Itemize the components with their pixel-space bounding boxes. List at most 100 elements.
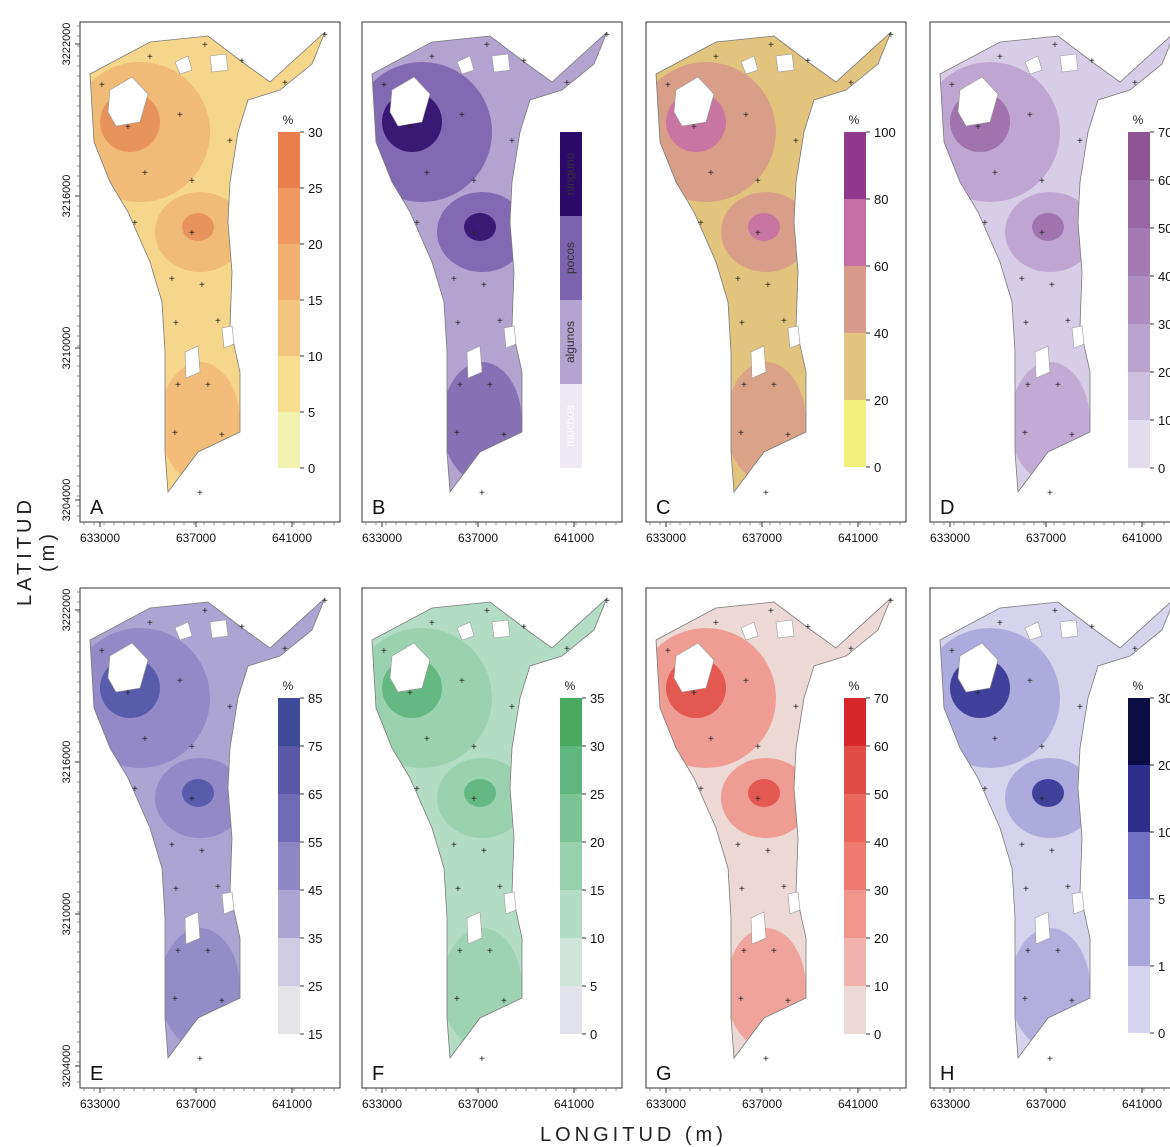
legend-category-label: algunos bbox=[563, 321, 577, 363]
legend-unit: % bbox=[283, 113, 294, 127]
study-area-outline bbox=[939, 601, 1170, 1060]
x-tick-label: 637000 bbox=[1026, 531, 1066, 545]
legend-swatch bbox=[278, 132, 300, 188]
legend-swatch bbox=[560, 384, 582, 468]
legend-swatch bbox=[560, 794, 582, 842]
sample-point: + bbox=[227, 136, 233, 147]
x-tick-label: 641000 bbox=[554, 531, 594, 545]
sample-point: + bbox=[132, 784, 138, 795]
excluded-area bbox=[107, 642, 149, 693]
sample-point: + bbox=[949, 646, 955, 657]
sample-point: + bbox=[763, 1054, 769, 1065]
sample-point: + bbox=[848, 644, 854, 655]
legend-tick-label: 25 bbox=[308, 181, 322, 196]
legend-tick-label: 0 bbox=[874, 1027, 881, 1042]
legend-tick-label: 30 bbox=[590, 739, 604, 754]
excluded-area bbox=[503, 325, 517, 349]
sample-point: + bbox=[1039, 742, 1045, 753]
sample-point: + bbox=[407, 688, 413, 699]
sample-point: + bbox=[169, 840, 175, 851]
legend-tick-label: 20 bbox=[1158, 758, 1170, 773]
sample-point: + bbox=[215, 882, 221, 893]
sample-point: + bbox=[199, 846, 205, 857]
legend-swatch bbox=[844, 746, 866, 794]
sample-point: + bbox=[1077, 136, 1083, 147]
legend-swatch bbox=[278, 986, 300, 1034]
sample-point: + bbox=[1089, 622, 1095, 633]
sample-point: + bbox=[219, 430, 225, 441]
sample-point: + bbox=[282, 644, 288, 655]
sample-point: + bbox=[691, 688, 697, 699]
sample-point: + bbox=[755, 794, 761, 805]
sample-point: + bbox=[424, 168, 430, 179]
sample-point: + bbox=[457, 380, 463, 391]
excluded-area bbox=[209, 53, 229, 73]
sample-point: + bbox=[738, 428, 744, 439]
excluded-area bbox=[491, 53, 511, 73]
legend-unit: % bbox=[565, 679, 576, 693]
excluded-area bbox=[957, 642, 999, 693]
sample-point: + bbox=[479, 488, 485, 499]
sample-point: + bbox=[481, 846, 487, 857]
legend-category-label: ninguno bbox=[563, 152, 577, 195]
excluded-area bbox=[221, 325, 235, 349]
sample-point: + bbox=[189, 176, 195, 187]
sample-point: + bbox=[1019, 274, 1025, 285]
sample-point: + bbox=[455, 884, 461, 895]
sample-point: + bbox=[509, 702, 515, 713]
sample-point: + bbox=[781, 316, 787, 327]
legend-a: % 30 25 20 15 10 5 0 bbox=[278, 113, 322, 476]
sample-point: + bbox=[741, 946, 747, 957]
sample-point: + bbox=[763, 488, 769, 499]
contour-peak bbox=[464, 779, 496, 807]
sample-point: + bbox=[471, 228, 477, 239]
legend-e: % 85 75 65 55 45 35 25 15 bbox=[278, 679, 322, 1042]
excluded-area bbox=[1071, 325, 1085, 349]
sample-point: + bbox=[407, 122, 413, 133]
sample-point: + bbox=[1022, 994, 1028, 1005]
legend-swatch bbox=[844, 199, 866, 266]
sample-point: + bbox=[604, 30, 610, 41]
sample-point: + bbox=[454, 994, 460, 1005]
sample-point: + bbox=[429, 52, 435, 63]
legend-swatch bbox=[1128, 420, 1150, 468]
sample-point: + bbox=[1049, 846, 1055, 857]
x-tick-label: 633000 bbox=[646, 531, 686, 545]
legend-swatch bbox=[560, 842, 582, 890]
legend-tick-label: 30 bbox=[308, 125, 322, 140]
sample-point: + bbox=[414, 218, 420, 229]
sample-point: + bbox=[1052, 40, 1058, 51]
sample-point: + bbox=[381, 80, 387, 91]
y-tick-label: 3204000 bbox=[61, 479, 73, 522]
sample-point: + bbox=[708, 734, 714, 745]
sample-point: + bbox=[451, 274, 457, 285]
sample-point: + bbox=[471, 794, 477, 805]
sample-point: + bbox=[173, 318, 179, 329]
study-area-outline bbox=[371, 31, 608, 494]
legend-swatch bbox=[1128, 372, 1150, 420]
excluded-area bbox=[491, 619, 511, 639]
legend-tick-label: 70 bbox=[1158, 125, 1170, 140]
sample-point: + bbox=[414, 784, 420, 795]
sample-point: + bbox=[227, 702, 233, 713]
sample-point: + bbox=[771, 946, 777, 957]
legend-swatch bbox=[278, 794, 300, 842]
excluded-area bbox=[1059, 53, 1079, 73]
y-tick-label: 3222000 bbox=[61, 589, 73, 632]
y-tick-label: 3216000 bbox=[61, 741, 73, 784]
legend-tick-label: 20 bbox=[308, 237, 322, 252]
sample-point: + bbox=[738, 994, 744, 1005]
sample-point: + bbox=[509, 136, 515, 147]
y-tick-label: 3222000 bbox=[61, 23, 73, 66]
excluded-area bbox=[456, 621, 475, 641]
legend-swatch bbox=[844, 400, 866, 467]
map-panel-e: + + + + + + + + + + + + + + + + + + + + + + E 633000 637000 64100… bbox=[61, 587, 341, 1111]
sample-point: + bbox=[172, 428, 178, 439]
x-tick-label: 641000 bbox=[1122, 531, 1162, 545]
excluded-area bbox=[174, 55, 193, 75]
x-tick-label: 633000 bbox=[362, 1097, 402, 1111]
legend-tick-label: 15 bbox=[308, 1027, 322, 1042]
sample-point: + bbox=[785, 996, 791, 1007]
sample-point: + bbox=[1039, 228, 1045, 239]
